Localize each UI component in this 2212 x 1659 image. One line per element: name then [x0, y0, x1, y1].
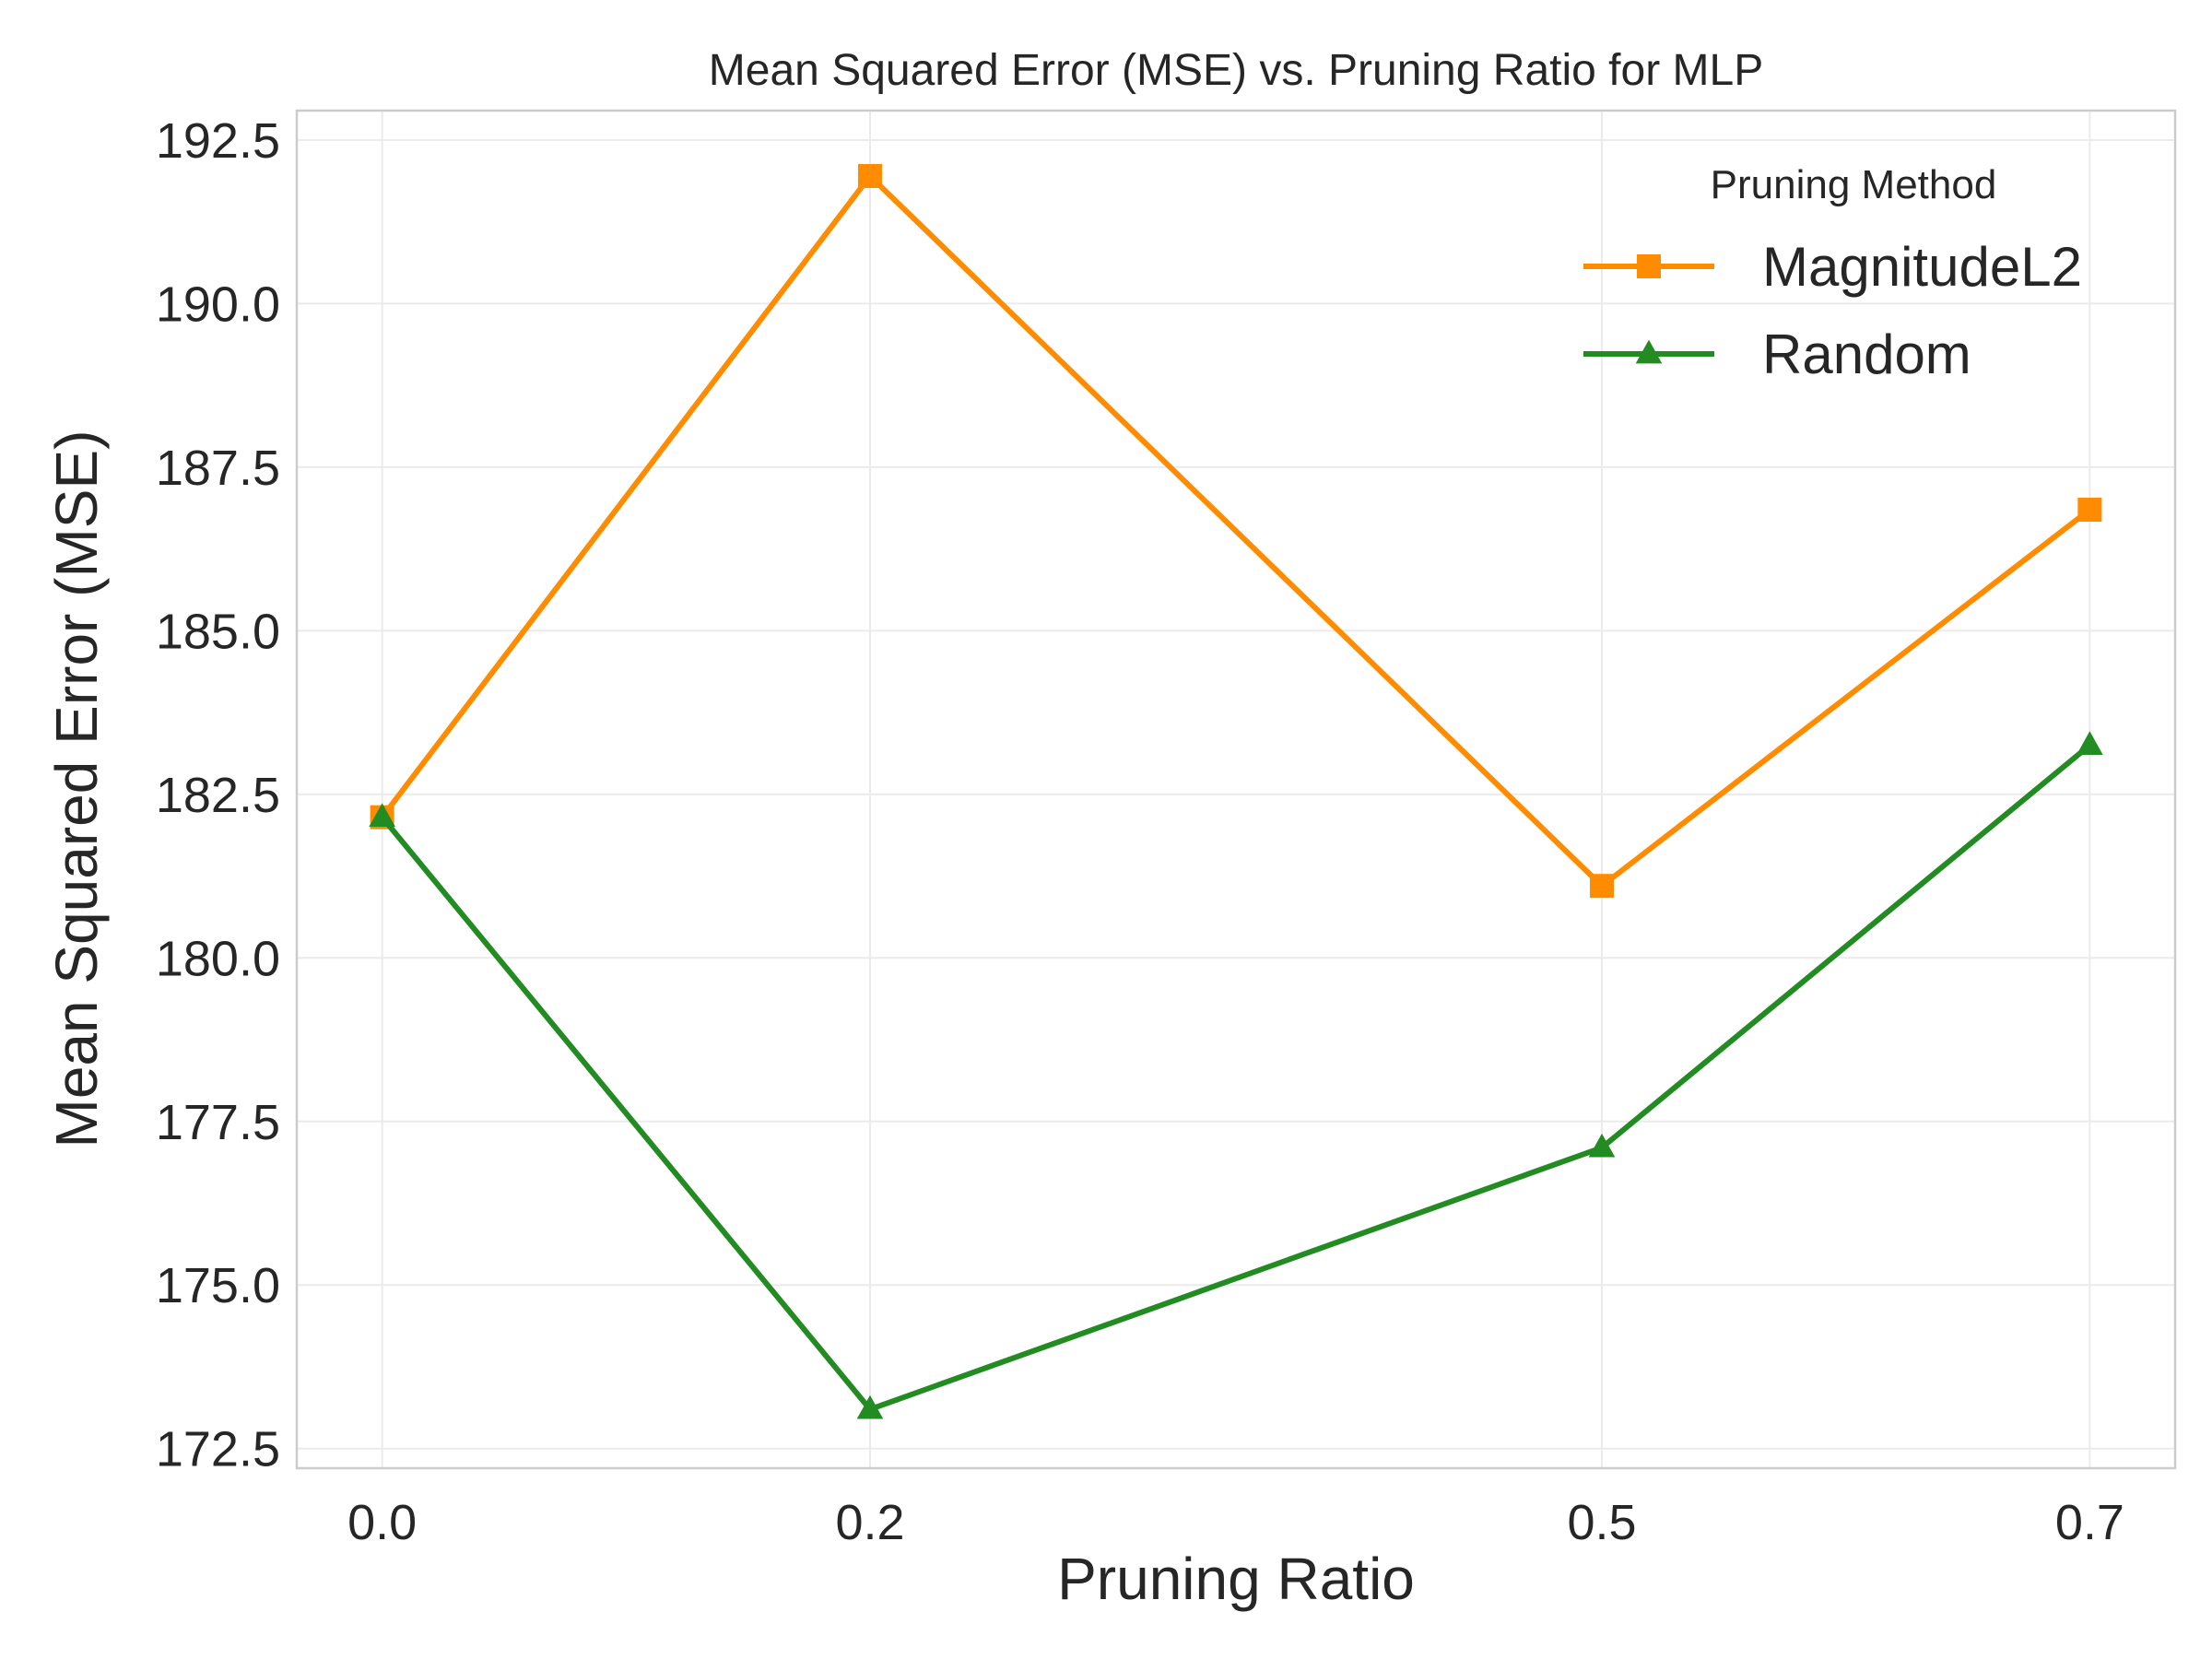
data-point-random	[856, 1394, 884, 1419]
y-tick-label: 172.5	[156, 1422, 280, 1477]
data-point-magnitudel2	[857, 163, 882, 188]
y-tick-label: 177.5	[156, 1095, 280, 1150]
x-tick-label: 0.0	[347, 1495, 417, 1550]
legend-marker-magnitudel2	[1637, 254, 1661, 278]
data-point-magnitudel2	[1590, 874, 1615, 899]
y-axis-label: Mean Squared Error (MSE)	[43, 430, 110, 1148]
y-tick-label: 192.5	[156, 113, 280, 169]
data-point-random	[369, 803, 395, 828]
plot-frame	[295, 109, 2177, 1470]
series-line-random	[380, 743, 2092, 1413]
y-tick-label: 182.5	[156, 768, 280, 823]
legend-label-random: Random	[1762, 324, 1971, 385]
chart-title: Mean Squared Error (MSE) vs. Pruning Rat…	[709, 46, 1763, 95]
legend: Pruning Method MagnitudeL2 Random	[1583, 162, 2082, 385]
legend-items: MagnitudeL2 Random	[1583, 236, 2082, 385]
x-tick-label: 0.7	[2055, 1495, 2124, 1550]
y-tick-label: 175.0	[156, 1258, 280, 1313]
y-tick-label: 190.0	[156, 276, 280, 332]
x-tick-label: 0.5	[1567, 1495, 1636, 1550]
data-point-magnitudel2	[2077, 498, 2102, 523]
legend-label-magnitudel2: MagnitudeL2	[1762, 236, 2082, 298]
legend-marker-random	[1635, 339, 1663, 364]
series-layer	[369, 163, 2103, 1419]
y-tick-label: 187.5	[156, 441, 280, 496]
series-line-magnitudel2	[380, 172, 2092, 889]
data-point-random	[1588, 1133, 1616, 1158]
y-tick-label: 185.0	[156, 604, 280, 659]
data-point-random	[2077, 731, 2103, 755]
x-tick-label: 0.2	[835, 1495, 904, 1550]
x-axis-label: Pruning Ratio	[1057, 1546, 1415, 1612]
grid-layer	[297, 111, 2175, 1468]
y-tick-label: 180.0	[156, 931, 280, 986]
tick-layer: 172.5 175.0 177.5 180.0 182.5 185.0 187.5 190.0…	[156, 113, 2124, 1550]
legend-title: Pruning Method	[1711, 162, 1997, 207]
